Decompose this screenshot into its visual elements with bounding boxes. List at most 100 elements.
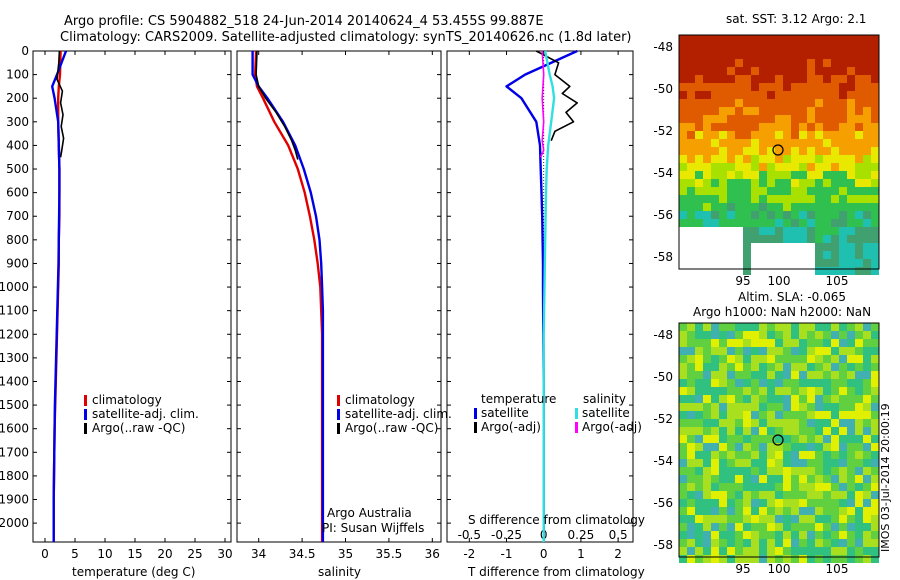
- sla-map-cell: [783, 323, 791, 331]
- sla-map-cell: [799, 539, 807, 547]
- sst-map-cell: [703, 251, 711, 259]
- sst-map-cell: [791, 267, 799, 275]
- sla-map-cell: [703, 387, 711, 395]
- sla-map-cell: [863, 347, 871, 355]
- sla-map-cell: [735, 387, 743, 395]
- sst-map-cell: [839, 187, 847, 195]
- sla-map-cell: [791, 363, 799, 371]
- sst-map-cell: [831, 139, 839, 147]
- sst-map-cell: [839, 99, 847, 107]
- sst-map-cell: [823, 251, 831, 259]
- sla-map-cell: [767, 371, 775, 379]
- sla-map-cell: [783, 531, 791, 539]
- sst-map-cell: [767, 139, 775, 147]
- sst-map-cell: [775, 155, 783, 163]
- sla-map-cell: [855, 523, 863, 531]
- sla-map-cell: [703, 459, 711, 467]
- sla-map-cell: [847, 331, 855, 339]
- sst-map-cell: [735, 147, 743, 155]
- sst-map-cell: [687, 235, 695, 243]
- sla-map-cell: [759, 475, 767, 483]
- sla-map-cell: [863, 427, 871, 435]
- sst-map-cell: [695, 267, 703, 275]
- sla-map-cell: [815, 395, 823, 403]
- sst-map-cell: [799, 83, 807, 91]
- sst-map-cell: [791, 259, 799, 267]
- sla-map-cell: [871, 451, 879, 459]
- sla-map-cell: [775, 411, 783, 419]
- difference-xlabel: T difference from climatology: [467, 565, 645, 579]
- sla-map-cell: [743, 427, 751, 435]
- sst-map-cell: [799, 267, 807, 275]
- sla-map-cell: [839, 451, 847, 459]
- sst-map-cell: [751, 35, 759, 43]
- sla-map-cell: [775, 403, 783, 411]
- sst-map-cell: [767, 35, 775, 43]
- sla-map-cell: [719, 331, 727, 339]
- sla-map-cell: [719, 403, 727, 411]
- sla-map-cell: [783, 371, 791, 379]
- sst-map-cell: [823, 171, 831, 179]
- sst-map-cell: [711, 219, 719, 227]
- sla-map-cell: [743, 523, 751, 531]
- sst-map-cell: [847, 203, 855, 211]
- sla-map-cell: [823, 475, 831, 483]
- sla-map-cell: [815, 427, 823, 435]
- sst-map-cell: [735, 67, 743, 75]
- sla-map-cell: [727, 539, 735, 547]
- sst-map-cell: [791, 35, 799, 43]
- sst-map-cell: [743, 83, 751, 91]
- sla-map-cell: [831, 339, 839, 347]
- sla-map-cell: [871, 475, 879, 483]
- sst-map-cell: [791, 195, 799, 203]
- sst-map-cell: [695, 115, 703, 123]
- sla-map-cell: [783, 339, 791, 347]
- sla-map-cell: [695, 483, 703, 491]
- sst-map-cell: [695, 259, 703, 267]
- sst-map-cell: [767, 195, 775, 203]
- sst-map-cell: [855, 107, 863, 115]
- sla-map-cell: [679, 539, 687, 547]
- salinity-legend: climatology satellite-adj. clim. Argo(..…: [337, 393, 452, 435]
- sst-map-cell: [783, 35, 791, 43]
- sla-map-cell: [847, 547, 855, 555]
- sla-map-cell: [767, 539, 775, 547]
- sla-map-cell: [855, 451, 863, 459]
- sla-map-cell: [799, 339, 807, 347]
- sst-map-cell: [743, 91, 751, 99]
- sla-map-cell: [727, 467, 735, 475]
- sst-map-cell: [871, 115, 879, 123]
- sla-map-cell: [855, 363, 863, 371]
- sla-map-cell: [711, 483, 719, 491]
- sst-map-cell: [791, 243, 799, 251]
- sst-map-cell: [687, 115, 695, 123]
- sla-map-cell: [791, 347, 799, 355]
- sst-map-cell: [743, 251, 751, 259]
- sla-map-cell: [695, 459, 703, 467]
- sla-map-cell: [863, 475, 871, 483]
- sst-map-cell: [719, 91, 727, 99]
- sst-map-cell: [687, 243, 695, 251]
- sla-y-tick-label: -50: [653, 370, 673, 384]
- sla-map-cell: [807, 379, 815, 387]
- sst-map-cell: [767, 259, 775, 267]
- sla-map-cell: [831, 451, 839, 459]
- sst-map-cell: [863, 171, 871, 179]
- sla-map-cell: [743, 339, 751, 347]
- sst-map-cell: [735, 75, 743, 83]
- sst-map-cell: [711, 139, 719, 147]
- sla-map-cell: [727, 427, 735, 435]
- sst-map-cell: [815, 227, 823, 235]
- sla-map-cell: [863, 419, 871, 427]
- series-line-temperature-argo-adj-: [535, 50, 579, 141]
- sla-map-cell: [719, 515, 727, 523]
- sst-map-cell: [695, 51, 703, 59]
- sla-map-cell: [687, 443, 695, 451]
- sst-y-tick-label: -58: [653, 250, 673, 264]
- sst-map-cell: [871, 67, 879, 75]
- legend-swatch-t-satellite: [474, 408, 477, 419]
- sst-map-cell: [839, 43, 847, 51]
- sst-map-cell: [855, 123, 863, 131]
- sst-map-cell: [783, 179, 791, 187]
- sst-map-cell: [863, 187, 871, 195]
